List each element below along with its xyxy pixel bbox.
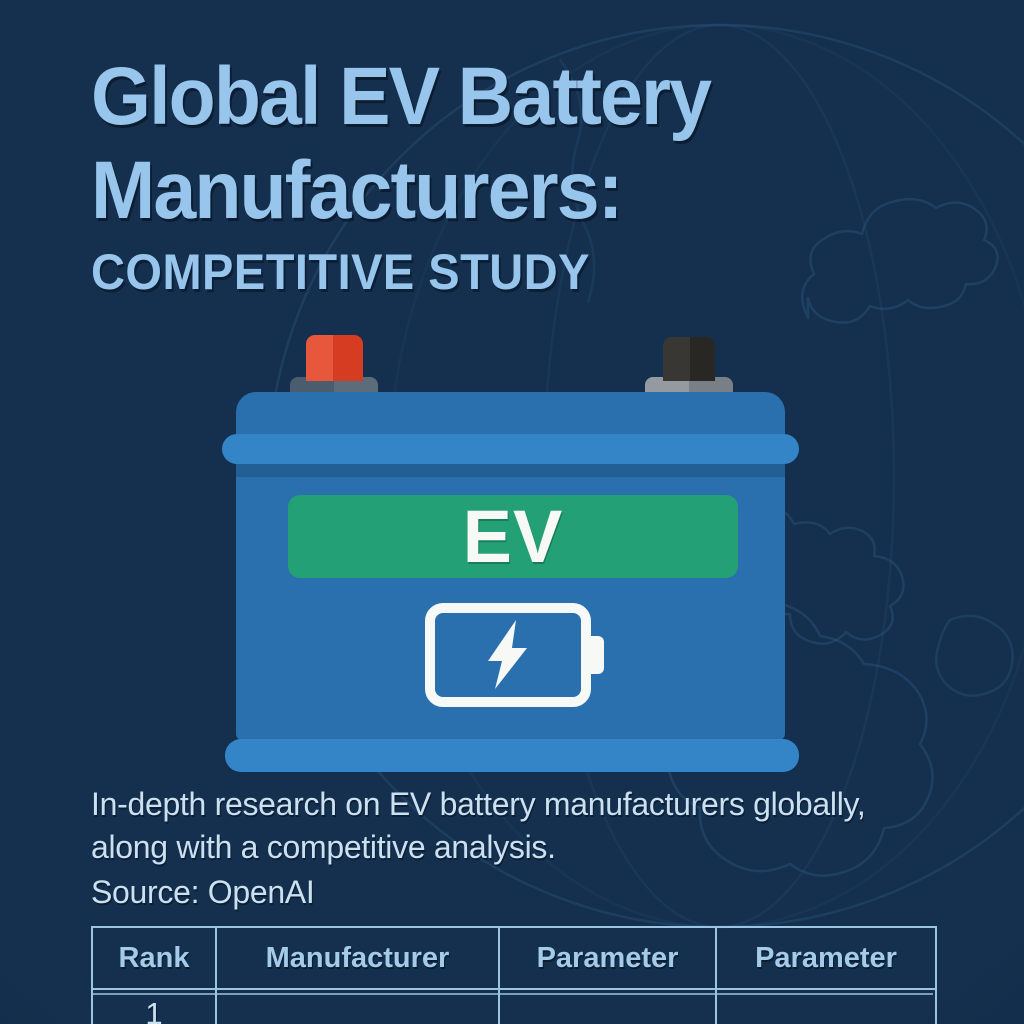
column-header-parameter-1: Parameter [498, 926, 717, 990]
battery-top-rim [222, 434, 799, 464]
ev-label: EV [462, 495, 564, 578]
description-text: In-depth research on EV battery manufact… [91, 783, 866, 869]
battery-bottom-rim [225, 739, 799, 772]
page-title-line-2: Manufacturers: [91, 145, 623, 236]
battery-charge-icon [425, 603, 604, 707]
table-header-row: Rank Manufacturer Parameter Parameter [91, 926, 937, 990]
battery-terminal-negative [663, 337, 715, 381]
description-line-1: In-depth research on EV battery manufact… [91, 786, 866, 822]
column-header-rank: Rank [91, 926, 217, 990]
page-subtitle: COMPETITIVE STUDY [91, 244, 590, 300]
source-text: Source: OpenAI [91, 874, 315, 910]
column-header-parameter-2: Parameter [715, 926, 937, 990]
page-title-line-1: Global EV Battery [91, 51, 712, 142]
description-line-2: along with a competitive analysis. [91, 829, 556, 865]
battery-terminal-positive [306, 335, 363, 381]
manufacturers-table: Rank Manufacturer Parameter Parameter 1 [91, 926, 937, 1024]
table-header-divider [93, 993, 933, 995]
column-header-manufacturer: Manufacturer [215, 926, 500, 990]
battery-rim-shadow [236, 464, 785, 477]
page-title: Global EV Battery Manufacturers: [91, 50, 712, 238]
ev-label-band: EV [288, 495, 738, 578]
lightning-bolt-icon [488, 620, 527, 689]
